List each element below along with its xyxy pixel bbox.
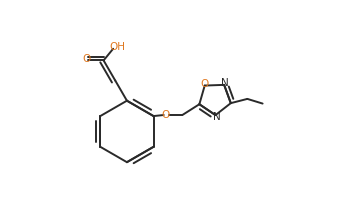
Text: N: N	[221, 78, 228, 88]
Text: N: N	[213, 112, 220, 122]
Text: OH: OH	[110, 42, 126, 52]
Text: O: O	[82, 54, 91, 64]
Text: O: O	[162, 110, 170, 120]
Text: O: O	[200, 79, 209, 89]
